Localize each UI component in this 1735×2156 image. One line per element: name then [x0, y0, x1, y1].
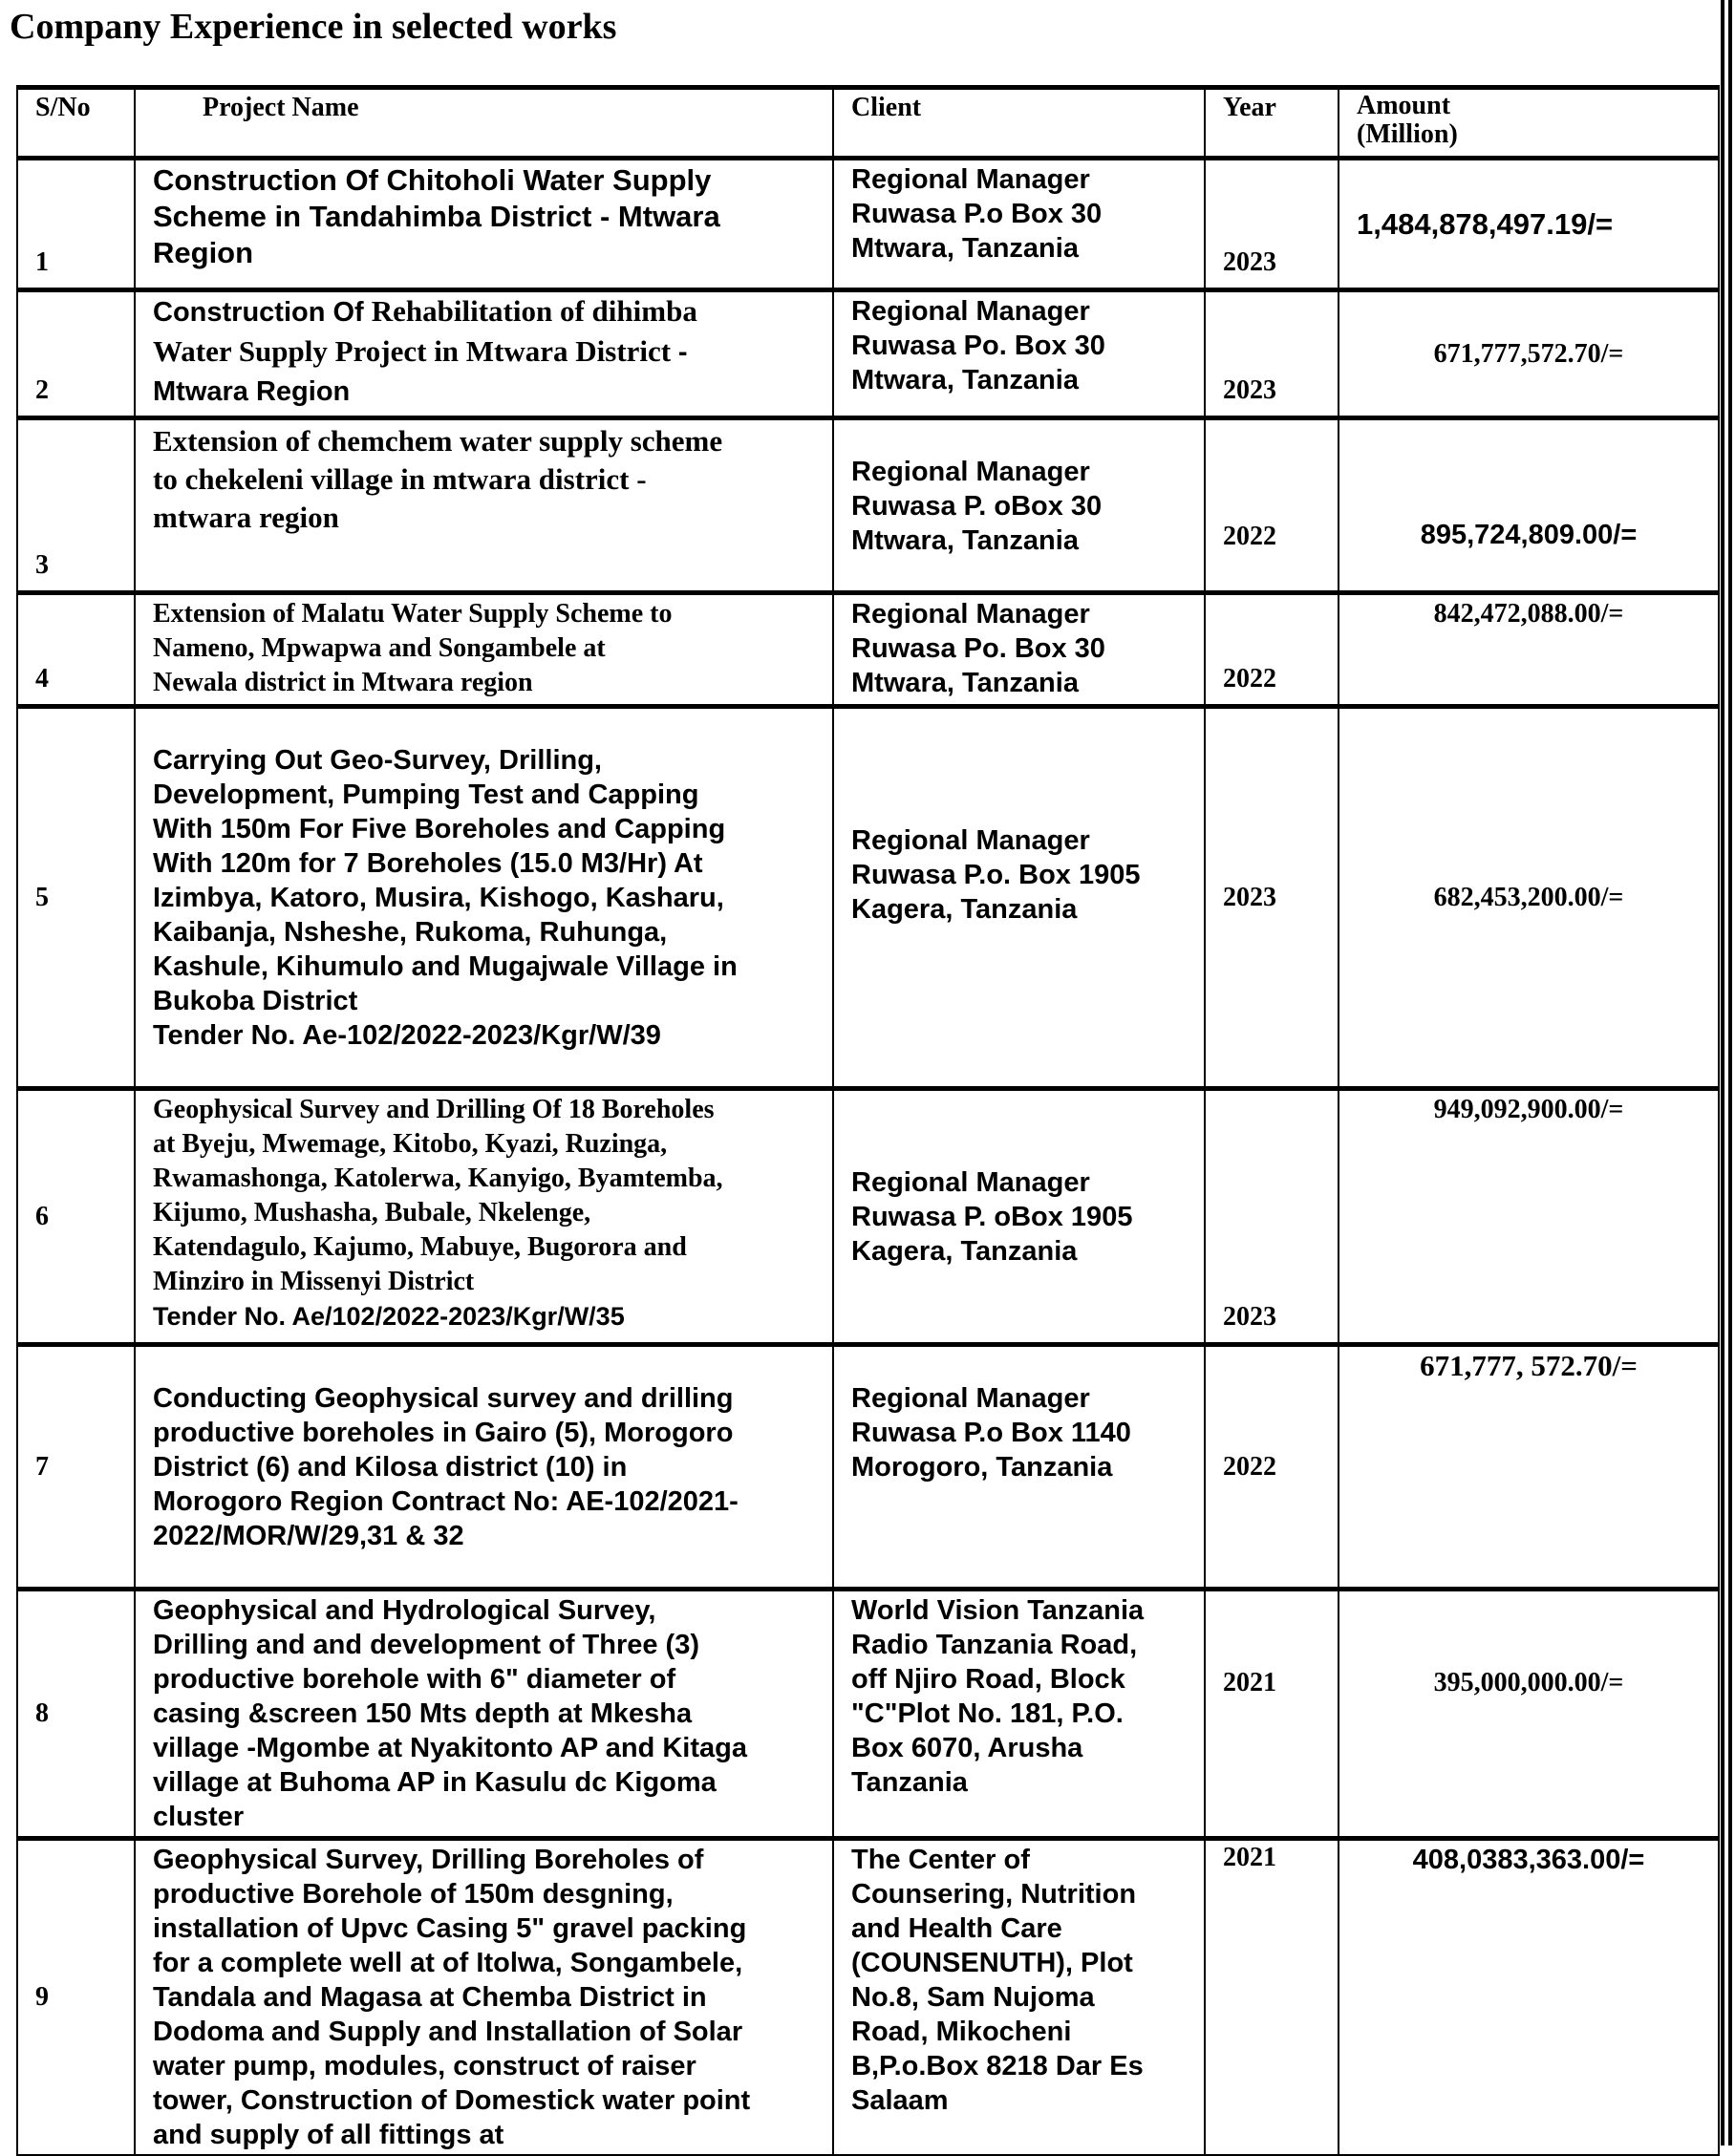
cell-client: The Center of Counsering, Nutrition and … [832, 1836, 1206, 2156]
cell-amount: 949,092,900.00/= [1338, 1086, 1720, 1346]
table-row: 6 Geophysical Survey and Drilling Of 18 … [16, 1086, 1720, 1346]
cell-sno: 2 [16, 288, 136, 419]
cell-sno: 7 [16, 1342, 136, 1590]
table-row: 2 Construction Of Rehabilitation of dihi… [16, 288, 1720, 419]
cell-client: Regional Manager Ruwasa Po. Box 30 Mtwar… [832, 288, 1206, 419]
cell-year: 2021 [1204, 1587, 1339, 1840]
cell-amount: 895,724,809.00/= [1338, 416, 1720, 594]
cell-amount: 671,777,572.70/= [1338, 288, 1720, 419]
cell-sno: 8 [16, 1587, 136, 1840]
project-part: Construction Of [153, 297, 372, 328]
cell-client: World Vision Tanzania Radio Tanzania Roa… [832, 1587, 1206, 1840]
header-sno: S/No [16, 85, 136, 160]
cell-project: Conducting Geophysical survey and drilli… [134, 1342, 834, 1590]
header-project: Project Name [134, 85, 834, 160]
cell-sno: 9 [16, 1836, 136, 2156]
cell-project: Extension of chemchem water supply schem… [134, 416, 834, 594]
project-part: Rehabilitation of dihimba Water Supply P… [153, 294, 697, 369]
cell-amount: 395,000,000.00/= [1338, 1587, 1720, 1840]
header-amount: Amount (Million) [1338, 85, 1720, 160]
cell-project: Carrying Out Geo-Survey, Drilling, Devel… [134, 704, 834, 1090]
cell-year: 2023 [1204, 288, 1339, 419]
header-year: Year [1204, 85, 1339, 160]
table-row: 5 Carrying Out Geo-Survey, Drilling, Dev… [16, 704, 1720, 1090]
cell-client: Regional Manager Ruwasa Po. Box 30 Mtwar… [832, 590, 1206, 708]
cell-project: Extension of Malatu Water Supply Scheme … [134, 590, 834, 708]
project-text: Geophysical Survey and Drilling Of 18 Bo… [153, 1095, 723, 1296]
cell-year: 2022 [1204, 1342, 1339, 1590]
table-row: 1 Construction Of Chitoholi Water Supply… [16, 156, 1720, 291]
cell-amount: 682,453,200.00/= [1338, 704, 1720, 1090]
cell-project: Geophysical Survey and Drilling Of 18 Bo… [134, 1086, 834, 1346]
cell-client: Regional Manager Ruwasa P. oBox 30 Mtwar… [832, 416, 1206, 594]
cell-amount: 408,0383,363.00/= [1338, 1836, 1720, 2156]
cell-year: 2023 [1204, 1086, 1339, 1346]
page-title: Company Experience in selected works [10, 7, 617, 47]
cell-amount: 842,472,088.00/= [1338, 590, 1720, 708]
cell-client: Regional Manager Ruwasa P.o Box 1140 Mor… [832, 1342, 1206, 1590]
table-row: 3 Extension of chemchem water supply sch… [16, 416, 1720, 594]
cell-year: 2023 [1204, 704, 1339, 1090]
cell-sno: 1 [16, 156, 136, 291]
table-row: 7 Conducting Geophysical survey and dril… [16, 1342, 1720, 1590]
cell-year: 2022 [1204, 416, 1339, 594]
cell-client: Regional Manager Ruwasa P.o Box 30 Mtwar… [832, 156, 1206, 291]
experience-table: S/No Project Name Client Year Amount (Mi… [16, 85, 1720, 2156]
cell-project: Geophysical Survey, Drilling Boreholes o… [134, 1836, 834, 2156]
table-row: 4 Extension of Malatu Water Supply Schem… [16, 590, 1720, 708]
cell-client: Regional Manager Ruwasa P. oBox 1905 Kag… [832, 1086, 1206, 1346]
cell-project: Construction Of Rehabilitation of dihimb… [134, 288, 834, 419]
project-part: - Mtwara Region [153, 337, 688, 407]
header-client: Client [832, 85, 1206, 160]
table-row: 8 Geophysical and Hydrological Survey, D… [16, 1587, 1720, 1840]
page-border [1721, 0, 1724, 2145]
cell-year: 2022 [1204, 590, 1339, 708]
cell-year: 2021 [1204, 1836, 1339, 2156]
cell-project: Construction Of Chitoholi Water Supply S… [134, 156, 834, 291]
cell-sno: 5 [16, 704, 136, 1090]
cell-sno: 3 [16, 416, 136, 594]
cell-amount: 1,484,878,497.19/= [1338, 156, 1720, 291]
tender-number: Tender No. Ae/102/2022-2023/Kgr/W/35 [153, 1302, 625, 1331]
page-border [1728, 0, 1732, 2145]
cell-client: Regional Manager Ruwasa P.o. Box 1905 Ka… [832, 704, 1206, 1090]
table-row: 9 Geophysical Survey, Drilling Boreholes… [16, 1836, 1720, 2156]
cell-amount: 671,777, 572.70/= [1338, 1342, 1720, 1590]
cell-project: Geophysical and Hydrological Survey, Dri… [134, 1587, 834, 1840]
cell-sno: 6 [16, 1086, 136, 1346]
cell-sno: 4 [16, 590, 136, 708]
table-header-row: S/No Project Name Client Year Amount (Mi… [16, 85, 1720, 160]
cell-year: 2023 [1204, 156, 1339, 291]
